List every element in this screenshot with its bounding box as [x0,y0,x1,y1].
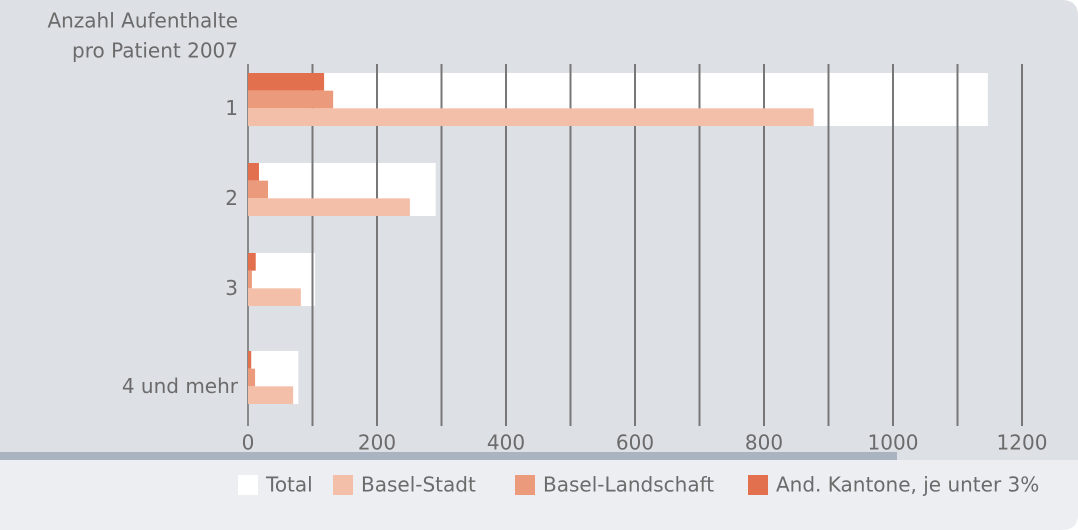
legend-swatch [515,475,535,495]
bar [248,180,268,199]
x-tick-label: 600 [616,431,654,455]
legend-label: Basel-Landschaft [543,473,714,497]
legend-background [0,460,1078,530]
bar [248,288,301,306]
x-tick-label: 1200 [997,431,1048,455]
divider-bar [0,452,897,460]
y-tick-label: 1 [225,96,238,120]
x-tick-label: 400 [487,431,525,455]
legend-swatch [333,475,353,495]
x-tick-label: 800 [745,431,783,455]
bar [248,73,325,91]
bar [248,163,259,181]
bar [248,386,294,404]
bar [248,90,334,109]
y-tick-label: 3 [225,276,238,300]
legend-label: Basel-Stadt [361,473,476,497]
x-tick-label: 1000 [868,431,919,455]
y-tick-label: 4 und mehr [122,374,239,398]
bar [248,198,410,216]
bar [248,108,814,126]
title-line: pro Patient 2007 [72,39,238,63]
bar [248,253,256,271]
y-tick-label: 2 [225,186,238,210]
legend-label: And. Kantone, je unter 3% [776,473,1039,497]
bar [248,351,252,369]
legend-swatch [238,475,258,495]
legend-swatch [748,475,768,495]
x-tick-label: 200 [358,431,396,455]
bar [248,270,252,289]
x-tick-label: 0 [242,431,255,455]
bar [248,368,256,387]
title-line: Anzahl Aufenthalte [47,9,238,33]
legend-label: Total [265,473,313,497]
